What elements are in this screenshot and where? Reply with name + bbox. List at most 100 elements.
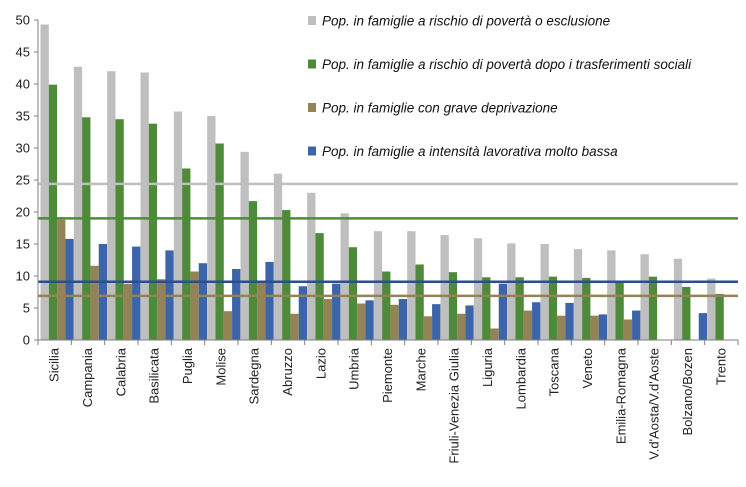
bar-series-3-12: [457, 313, 466, 340]
legend-swatch-series-1: [308, 16, 316, 25]
bar-series-3-6: [257, 281, 266, 340]
bar-series-1-15: [540, 244, 549, 340]
bar-series-2-7: [282, 210, 291, 340]
bar-series-4-13: [498, 283, 508, 340]
bar-series-4-5: [232, 268, 241, 340]
x-tick-label: Molise: [213, 348, 228, 386]
bar-series-1-12: [440, 235, 449, 340]
bar-series-2-14: [515, 277, 524, 340]
bar-series-4-17: [632, 310, 641, 340]
bar-series-2-18: [648, 276, 658, 340]
bar-series-3-8: [323, 299, 333, 340]
bar-series-2-0: [48, 84, 58, 340]
legend-label-series-1: Pop. in famiglie a rischio di povertà o …: [322, 14, 610, 29]
x-tick-label: Bolzano/Bozen: [680, 348, 695, 435]
bar-series-1-18: [640, 254, 649, 340]
bar-series-2-11: [415, 264, 424, 340]
bar-series-2-10: [382, 271, 391, 340]
legend-swatch-series-4: [308, 146, 316, 156]
x-tick-label: Umbria: [347, 347, 362, 390]
y-tick-label: 10: [16, 269, 30, 284]
x-tick-label: Sardegna: [247, 347, 262, 404]
y-tick-label: 25: [16, 173, 30, 188]
bar-series-4-2: [132, 246, 141, 340]
bar-series-1-20: [707, 278, 716, 340]
bar-series-2-5: [215, 143, 224, 340]
bar-series-1-13: [473, 238, 483, 340]
bar-series-3-3: [157, 279, 166, 340]
bar-series-2-15: [548, 276, 558, 340]
bar-series-4-14: [532, 302, 541, 340]
y-tick-label: 30: [16, 141, 30, 156]
bar-series-1-7: [273, 173, 283, 340]
bar-series-1-9: [340, 213, 349, 340]
bar-series-2-12: [448, 272, 458, 340]
bar-series-3-5: [223, 311, 233, 340]
x-tick-label: Emilia-Romagna: [613, 347, 628, 444]
x-tick-label: Basilicata: [147, 347, 162, 403]
bar-series-3-17: [623, 319, 633, 340]
bar-series-1-1: [73, 66, 83, 340]
y-tick-label: 5: [23, 301, 30, 316]
bar-series-4-11: [432, 304, 441, 340]
legend-label-series-2: Pop. in famiglie a rischio di povertà do…: [322, 57, 692, 72]
bar-series-1-2: [107, 71, 116, 340]
bar-series-4-15: [565, 302, 574, 340]
bar-series-1-0: [40, 24, 49, 340]
bar-series-3-14: [523, 310, 533, 340]
x-tick-label: Abruzzo: [280, 348, 295, 396]
x-tick-label: Calabria: [113, 347, 128, 396]
bar-series-1-3: [140, 72, 149, 340]
legend-swatch-series-3: [308, 103, 316, 112]
bar-series-4-6: [265, 261, 274, 340]
bar-series-3-11: [423, 316, 433, 340]
x-tick-label: Sicilia: [47, 347, 62, 382]
bar-series-4-9: [365, 300, 374, 340]
bar-series-4-10: [398, 299, 408, 340]
bar-series-1-5: [207, 116, 216, 340]
bar-series-2-16: [582, 277, 591, 340]
bar-series-3-2: [123, 283, 133, 340]
bar-series-1-16: [573, 249, 583, 340]
x-tick-label: Friuli-Venezia Giulia: [447, 347, 462, 463]
legend-label-series-4: Pop. in famiglie a intensità lavorativa …: [322, 144, 618, 159]
bar-series-3-0: [57, 219, 66, 340]
x-tick-label: Lombardia: [513, 347, 528, 409]
reference-lines-layer: [38, 182, 738, 298]
bar-series-1-14: [507, 243, 516, 340]
legend: Pop. in famiglie a rischio di povertà o …: [308, 14, 692, 159]
axes-layer: 0 5 10 15 20 25 30 35 40 45 50 Sicilia Campania Calab…: [16, 13, 739, 464]
bar-series-4-8: [332, 283, 341, 340]
bar-series-2-20: [715, 293, 724, 340]
bar-series-4-19: [698, 313, 708, 340]
bar-series-2-8: [315, 233, 324, 340]
y-tick-label: 35: [16, 109, 30, 124]
y-tick-label: 20: [16, 205, 30, 220]
bar-series-2-1: [82, 117, 91, 340]
y-tick-label: 0: [23, 333, 30, 348]
x-tick-label: Trento: [713, 348, 728, 385]
bar-series-3-13: [490, 328, 499, 340]
bar-series-2-4: [182, 168, 191, 340]
bar-series-2-17: [615, 282, 624, 340]
bar-series-4-1: [98, 244, 108, 340]
x-tick-label: Piemonte: [380, 348, 395, 403]
bar-series-2-13: [482, 277, 491, 340]
bar-series-2-2: [115, 119, 124, 340]
bar-series-1-6: [240, 151, 249, 340]
x-tick-label: Veneto: [580, 348, 595, 389]
bar-series-1-8: [307, 192, 316, 340]
bar-series-2-6: [248, 201, 258, 340]
legend-label-series-3: Pop. in famiglie con grave deprivazione: [322, 101, 558, 116]
bar-series-4-16: [598, 314, 608, 340]
bar-series-4-12: [465, 305, 474, 340]
y-tick-label: 15: [16, 237, 30, 252]
x-tick-label: Toscana: [547, 347, 562, 396]
bar-series-3-9: [357, 303, 366, 340]
bar-series-1-10: [373, 231, 383, 340]
x-tick-label: Marche: [413, 348, 428, 391]
x-tick-label: Puglia: [180, 347, 195, 384]
bar-series-2-9: [348, 247, 358, 340]
y-tick-label: 50: [16, 13, 30, 28]
